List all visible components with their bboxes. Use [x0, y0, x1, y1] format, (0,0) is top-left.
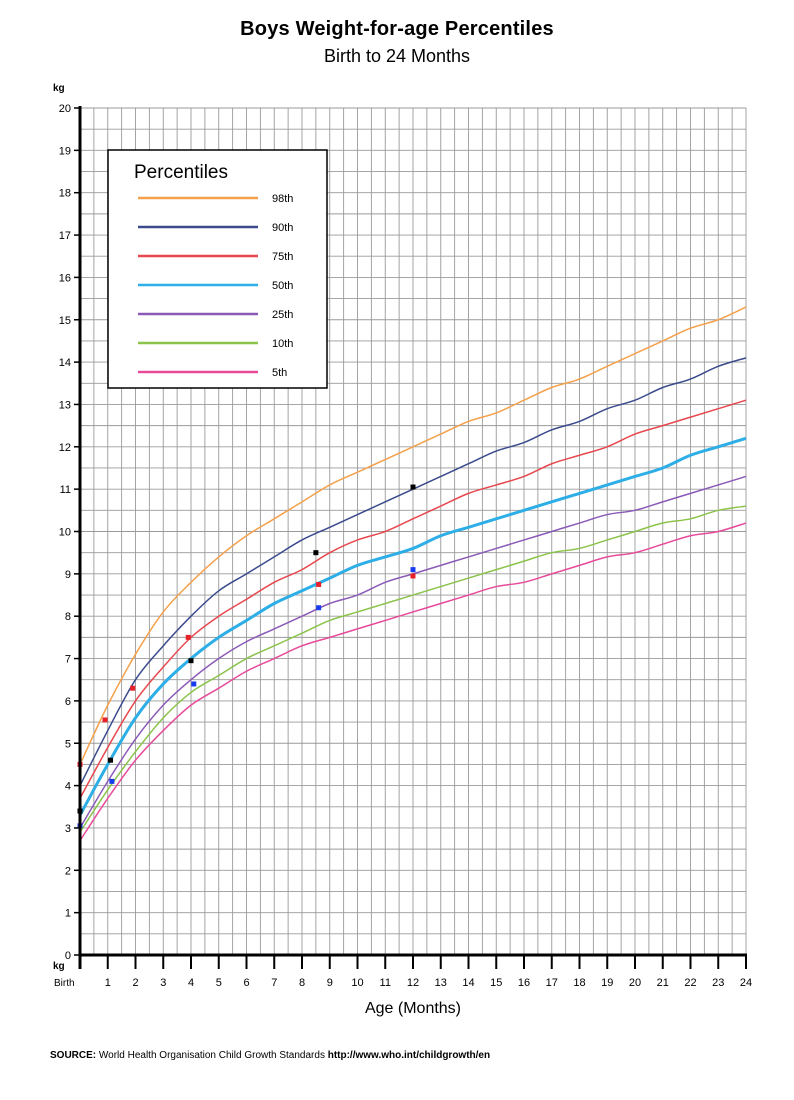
x-tick-label: 21: [657, 977, 669, 989]
data-point: [313, 550, 319, 556]
data-point: [185, 634, 191, 640]
legend-label-10th: 10th: [272, 338, 293, 350]
x-tick-label: 18: [573, 977, 585, 989]
data-point: [316, 605, 322, 611]
legend-label-25th: 25th: [272, 309, 293, 321]
legend: Percentiles 98th 90th 75th 50th 25th 10th 5th: [107, 149, 328, 389]
data-point: [130, 685, 136, 691]
legend-label-75th: 75th: [272, 251, 293, 263]
data-point: [102, 717, 108, 723]
x-tick-label: 20: [629, 977, 641, 989]
y-tick-label: 6: [65, 696, 71, 708]
y-tick-label: 9: [65, 569, 71, 581]
x-tick-label: 3: [160, 977, 166, 989]
x-tick-label: 12: [407, 977, 419, 989]
y-unit-label-bottom: kg: [53, 961, 65, 972]
y-tick-label: 16: [59, 272, 71, 284]
source-label: SOURCE:: [50, 1050, 97, 1061]
chart-subtitle: Birth to 24 Months: [323, 46, 471, 66]
x-axis-title: Age (Months): [365, 1000, 461, 1017]
percentile-curve-75th: [79, 399, 747, 799]
y-tick-label: 10: [59, 527, 71, 539]
x-tick-label: 14: [462, 977, 474, 989]
data-point: [316, 581, 322, 587]
tick-labels: 01234567891011121314151617181920kgkgBirt…: [53, 83, 752, 1017]
x-tick-label: 10: [351, 977, 363, 989]
legend-label-50th: 50th: [272, 280, 293, 292]
x-tick-label: 15: [490, 977, 502, 989]
x-tick-label: 9: [327, 977, 333, 989]
legend-label-90th: 90th: [272, 222, 293, 234]
x-tick-label: 1: [105, 977, 111, 989]
x-tick-label: 5: [216, 977, 222, 989]
x-tick-label: 2: [132, 977, 138, 989]
y-tick-label: 20: [59, 103, 71, 115]
x-tick-label: 6: [243, 977, 249, 989]
y-tick-label: 15: [59, 315, 71, 327]
data-point: [410, 567, 416, 573]
chart-title: Boys Weight-for-age Percentiles: [240, 18, 554, 40]
source-url[interactable]: http://www.who.int/childgrowth/en: [327, 1050, 491, 1061]
data-point: [188, 658, 194, 664]
data-point: [109, 778, 115, 784]
y-tick-label: 1: [65, 908, 71, 920]
y-unit-label-top: kg: [53, 83, 65, 94]
y-tick-label: 14: [59, 357, 71, 369]
y-tick-label: 12: [59, 442, 71, 454]
percentile-curve-5th: [79, 522, 747, 842]
x-tick-label: 19: [601, 977, 613, 989]
source-note: SOURCE: World Health Organisation Child …: [50, 1050, 490, 1061]
data-point: [108, 757, 114, 763]
y-tick-label: 2: [65, 865, 71, 877]
data-point: [410, 573, 416, 579]
axes: [74, 106, 747, 969]
x-tick-label: 4: [188, 977, 194, 989]
legend-label-98th: 98th: [272, 193, 293, 205]
x-tick-label: 22: [684, 977, 696, 989]
data-point: [410, 484, 416, 490]
x-tick-label: 17: [546, 977, 558, 989]
x-tick-label: Birth: [54, 978, 75, 989]
data-point: [191, 681, 197, 687]
x-tick-label: 13: [435, 977, 447, 989]
y-tick-label: 13: [59, 399, 71, 411]
y-tick-label: 4: [65, 781, 71, 793]
y-tick-label: 7: [65, 654, 71, 666]
x-tick-label: 24: [740, 977, 752, 989]
y-tick-label: 5: [65, 738, 71, 750]
x-tick-label: 8: [299, 977, 305, 989]
percentile-curve-10th: [79, 505, 747, 833]
y-tick-label: 17: [59, 230, 71, 242]
legend-box: [107, 149, 328, 389]
x-tick-label: 23: [712, 977, 724, 989]
y-tick-label: 19: [59, 145, 71, 157]
x-tick-label: 16: [518, 977, 530, 989]
y-tick-label: 18: [59, 188, 71, 200]
percentile-curve-98th: [79, 306, 747, 765]
y-tick-label: 0: [65, 950, 71, 962]
y-tick-label: 8: [65, 611, 71, 623]
y-tick-label: 3: [65, 823, 71, 835]
x-tick-label: 7: [271, 977, 277, 989]
legend-label-5th: 5th: [272, 367, 287, 379]
x-tick-label: 11: [380, 977, 391, 989]
legend-title: Percentiles: [134, 162, 228, 183]
y-tick-label: 11: [60, 484, 71, 496]
source-text: World Health Organisation Child Growth S…: [96, 1050, 328, 1061]
